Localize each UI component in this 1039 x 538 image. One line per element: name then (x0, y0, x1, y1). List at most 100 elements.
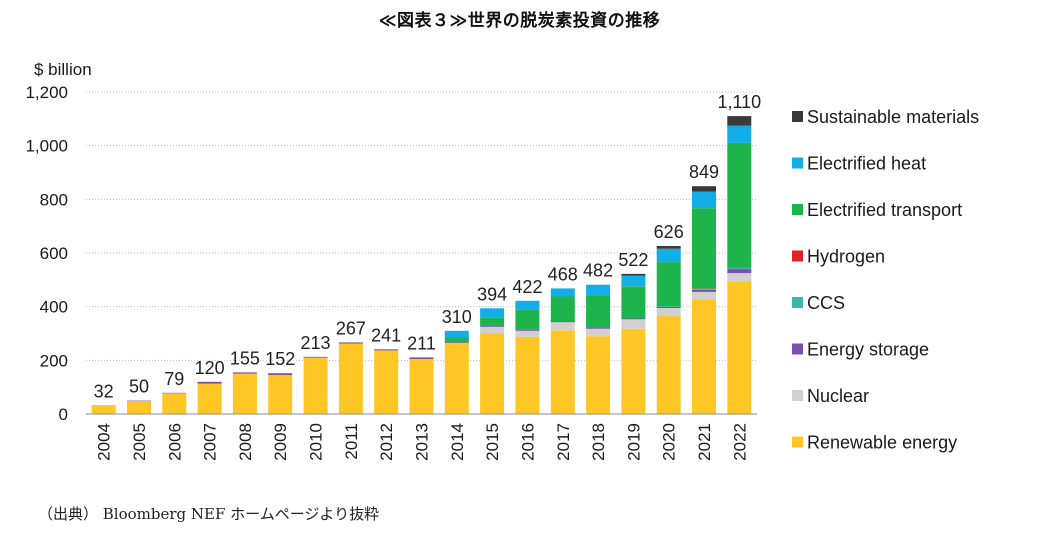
bar-segment-energy-storage (338, 342, 363, 344)
bar-segment-renewable-energy (268, 375, 293, 414)
bar-segment-renewable-energy (162, 393, 187, 414)
total-label: 267 (336, 318, 366, 338)
legend-label: Energy storage (807, 340, 929, 360)
bar-segment-energy-storage (444, 342, 469, 343)
x-tick-label: 2005 (130, 423, 149, 461)
bar-segment-energy-storage (692, 289, 716, 292)
bar-segment-ccs (656, 306, 681, 307)
bar-segment-energy-storage (409, 357, 434, 359)
x-tick-label: 2018 (589, 423, 608, 461)
bar-segment-electrified-transport (621, 286, 646, 319)
total-label: 211 (407, 333, 436, 353)
legend: Sustainable materials Electrified heat Ele… (792, 107, 979, 453)
total-label: 1,110 (717, 92, 761, 112)
bar-segment-energy-storage (197, 381, 222, 384)
bar-segment-energy-storage (303, 356, 328, 358)
bar-segment-electrified-heat (480, 308, 505, 318)
total-label: 394 (477, 284, 507, 304)
bar-segment-electrified-heat (550, 288, 575, 297)
legend-swatch (792, 297, 803, 308)
bar-segment-energy-storage (621, 318, 646, 320)
legend-label: Electrified heat (807, 154, 926, 174)
bar-segment-renewable-energy (232, 373, 257, 415)
bar-segment-ccs (727, 268, 752, 270)
y-tick-label: 1,000 (25, 137, 68, 156)
bar-segment-electrified-heat (515, 300, 540, 310)
bar-segment-renewable-energy (409, 359, 434, 414)
bar-segment-energy-storage (268, 373, 293, 376)
bar-segment-energy-storage (586, 327, 611, 329)
bar-segment-nuclear (586, 328, 611, 337)
legend-swatch (792, 436, 803, 448)
total-label: 32 (94, 381, 114, 401)
y-tick-label: 600 (40, 244, 68, 263)
bar-segment-renewable-energy (303, 357, 328, 414)
total-label: 310 (442, 307, 472, 327)
bar-segment-renewable-energy (692, 300, 716, 414)
bar-segment-renewable-energy (515, 336, 540, 414)
total-label: 626 (654, 222, 684, 242)
bar-segment-renewable-energy (444, 342, 469, 414)
x-tick-label: 2022 (730, 423, 749, 461)
total-label: 468 (548, 264, 578, 284)
bar-segment-energy-storage (515, 329, 540, 331)
x-tick-label: 2009 (271, 423, 290, 461)
x-tick-label: 2013 (413, 423, 432, 461)
x-tick-label: 2021 (695, 423, 714, 461)
bar-segment-electrified-heat (586, 284, 611, 296)
bar-segment-sustainable-materials (621, 273, 646, 276)
bar-segment-electrified-transport (515, 309, 540, 330)
total-label: 79 (164, 369, 184, 389)
bar-segment-electrified-transport (656, 262, 681, 307)
bar-segment-sustainable-materials (656, 246, 681, 249)
legend-swatch (792, 111, 803, 122)
x-tick-label: 2012 (377, 423, 396, 461)
bar-segment-electrified-transport (444, 337, 469, 343)
bar-segment-renewable-energy (338, 343, 363, 414)
legend-label: Renewable energy (807, 433, 957, 453)
legend-label: CCS (807, 293, 845, 313)
bar-segment-energy-storage (232, 372, 257, 374)
bar-segment-electrified-transport (586, 295, 611, 328)
x-tick-label: 2017 (554, 423, 573, 461)
bar-segment-renewable-energy (550, 330, 575, 414)
x-tick-label: 2019 (624, 423, 643, 461)
total-label: 849 (689, 162, 719, 182)
bar-segment-electrified-heat (621, 275, 646, 287)
bar-segment-nuclear (692, 291, 716, 300)
total-label: 120 (195, 358, 225, 378)
total-label: 152 (265, 349, 295, 369)
bar-segment-energy-storage (727, 269, 752, 274)
x-tick-label: 2008 (236, 423, 255, 461)
total-label: 522 (618, 250, 648, 270)
total-label: 50 (129, 377, 149, 397)
bar-segment-renewable-energy (621, 328, 646, 414)
bars (91, 116, 752, 415)
y-tick-label: 400 (40, 298, 68, 317)
bar-segment-electrified-heat (656, 248, 681, 263)
bar-segment-sustainable-materials (692, 186, 716, 192)
y-tick-label: 200 (40, 351, 68, 370)
bar-segment-nuclear (727, 273, 752, 282)
total-label: 422 (512, 277, 542, 297)
x-tick-label: 2004 (95, 423, 114, 461)
legend-label: Electrified transport (807, 200, 962, 220)
bar-segment-nuclear (515, 330, 540, 337)
x-tick-label: 2015 (483, 423, 502, 461)
bar-segment-electrified-transport (692, 208, 716, 289)
total-label: 482 (583, 261, 613, 281)
bar-segment-electrified-heat (444, 330, 469, 338)
bar-segment-energy-storage (656, 306, 681, 308)
y-tick-label: 800 (40, 190, 68, 209)
legend-label: Hydrogen (807, 247, 885, 267)
bar-segment-electrified-transport (550, 296, 575, 322)
bar-segment-energy-storage (480, 326, 505, 327)
bar-segment-renewable-energy (586, 336, 611, 414)
bar-segment-ccs (692, 289, 716, 290)
y-tick-label: 0 (59, 405, 68, 424)
bar-segment-energy-storage (162, 392, 187, 394)
legend-swatch (792, 157, 803, 169)
legend-label: Nuclear (807, 386, 869, 406)
